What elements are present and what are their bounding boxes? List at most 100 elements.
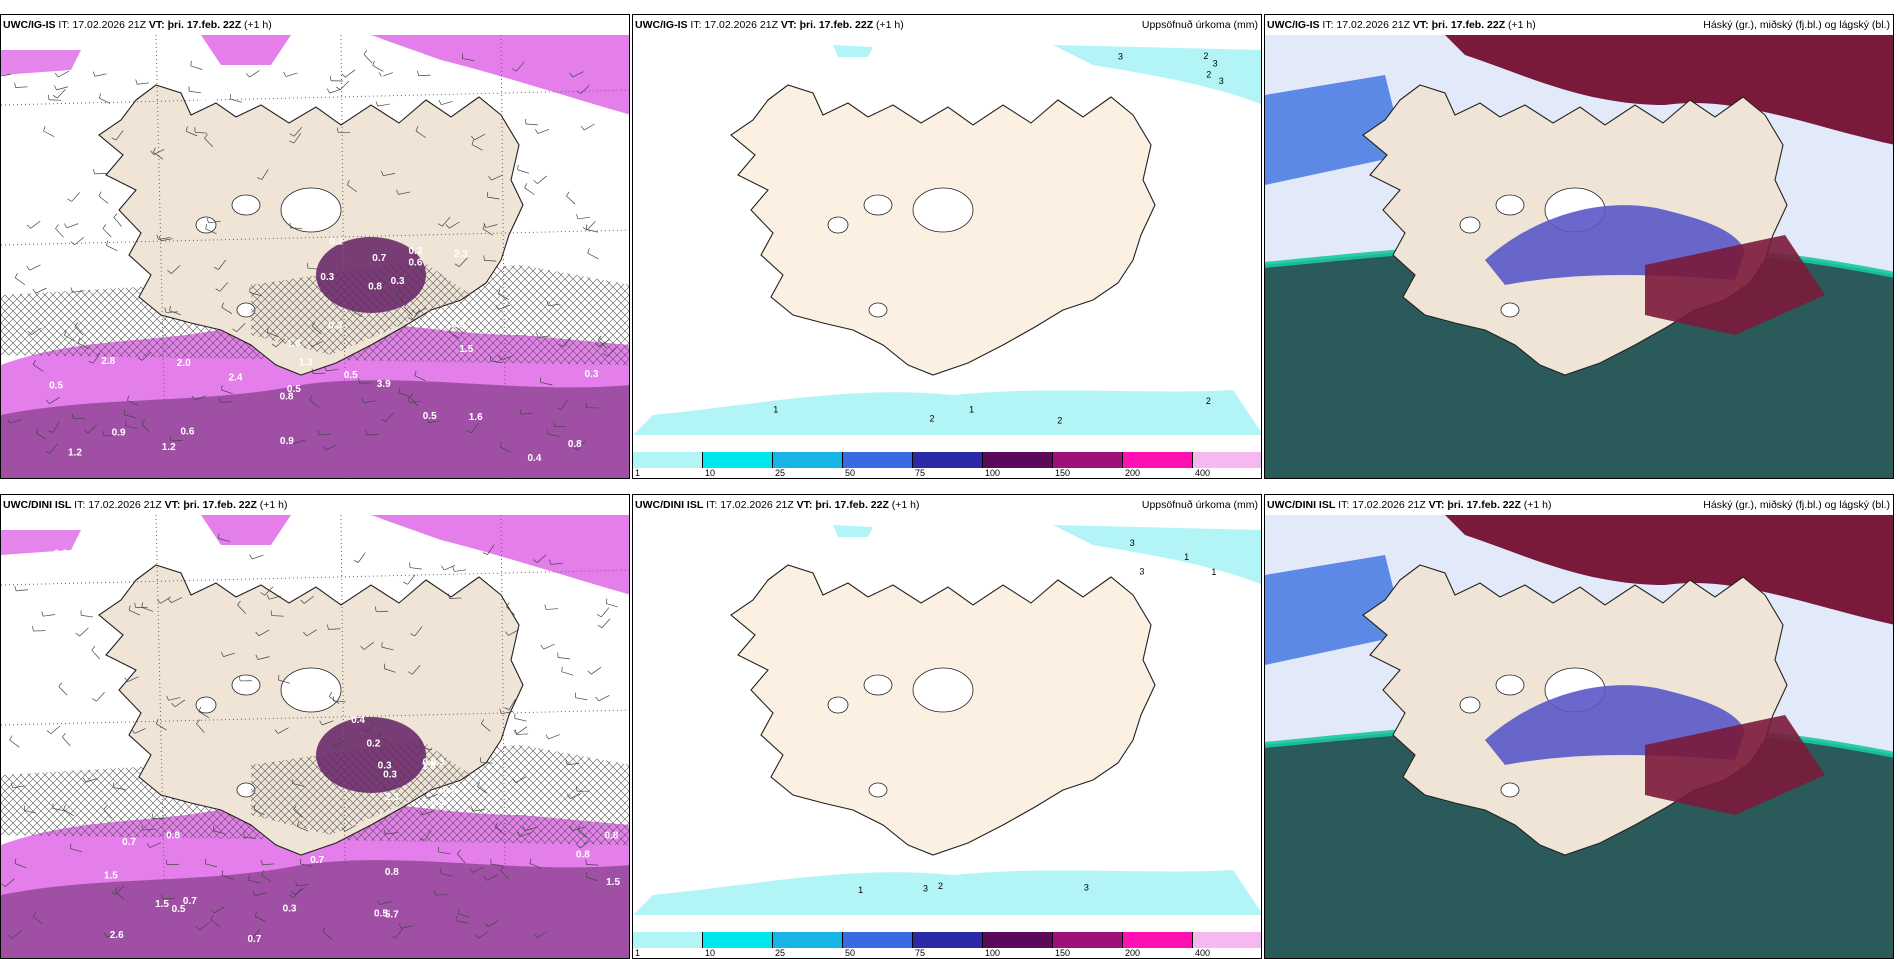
precip-value-label: 0.8 (166, 831, 180, 842)
wind-barb (562, 667, 573, 675)
valid-time: þri. 17.feb. 22Z (800, 19, 874, 31)
legend-swatch (633, 932, 703, 948)
legend-swatch (843, 932, 913, 948)
glacier-langjokull (864, 675, 892, 695)
glacier-vatnajokull (913, 668, 973, 712)
precip-value-label: 2.6 (110, 930, 124, 941)
precip-value-label: 0.7 (316, 81, 330, 92)
precip-value-label: 1 (773, 405, 778, 415)
precip-value-label: 1 (1211, 567, 1216, 577)
precip-value-label: 3 (1213, 58, 1218, 68)
wind-barb (71, 237, 84, 245)
wind-barb (189, 86, 201, 93)
precip-value-label: 0.3 (320, 272, 334, 283)
wind-barb (535, 129, 549, 133)
init-time: 17.02.2026 21Z (704, 19, 778, 31)
precip-value-label: 3.9 (377, 379, 391, 390)
panel-header: UWC/DINI ISL IT: 17.02.2026 21Z VT: þri.… (633, 495, 1261, 515)
precip-area-north (1053, 525, 1262, 585)
wind-barb (99, 93, 110, 103)
wind-barb (53, 89, 65, 98)
wind-barb (597, 608, 609, 617)
wind-barb (566, 192, 575, 204)
precip-value-label: 1.5 (459, 344, 473, 355)
precip-value-label: 2 (929, 413, 934, 423)
model-name: UWC/IG-IS (1267, 19, 1320, 31)
wind-barb (136, 79, 149, 84)
precip-band-northwest (201, 515, 291, 545)
cloud-map (1265, 515, 1894, 959)
glacier-vatnajokull (281, 668, 341, 712)
precip-value-label: 2.3 (385, 792, 399, 803)
precip-value-label: 3 (1139, 566, 1144, 576)
valid-time: þri. 17.feb. 22Z (815, 499, 889, 511)
precip-value-label: 3.4 (200, 94, 214, 105)
wind-barb (44, 126, 55, 136)
legend-swatch (703, 452, 773, 468)
wind-barb (576, 214, 589, 219)
wind-barb (284, 72, 298, 76)
legend-swatch (1193, 932, 1262, 948)
precip-value-label: 1.5 (606, 877, 620, 888)
panel-title: Uppsöfnuð úrkoma (mm) (1142, 15, 1258, 35)
panel-header: UWC/IG-IS IT: 17.02.2026 21Z VT: þri. 17… (1265, 15, 1893, 35)
glacier-hofsjokull (1460, 697, 1480, 713)
legend-swatch (913, 452, 983, 468)
wind-barb (54, 85, 68, 90)
precip-value-label: 0.7 (122, 837, 136, 848)
wind-barb (64, 223, 78, 227)
init-time: 17.02.2026 21Z (720, 499, 794, 511)
legend-swatch (1053, 932, 1123, 948)
wind-barb (93, 72, 107, 77)
precip-value-label: 0.3 (451, 319, 465, 330)
precip-value-label: 2 (1206, 69, 1211, 79)
precip-value-label: 0.7 (183, 896, 197, 907)
glacier-langjokull (232, 675, 260, 695)
wind-barb (246, 70, 259, 77)
precip-value-label: 2 (938, 881, 943, 891)
wind-barb (583, 221, 595, 230)
panel-header: UWC/IG-IS IT: 17.02.2026 21Z VT: þri. 17… (633, 15, 1261, 35)
precip-value-label: 0.8 (568, 439, 582, 450)
cloud-map (1265, 35, 1894, 479)
precip-value-label: 1.5 (97, 541, 111, 552)
wind-barb (586, 225, 598, 233)
precip-area-south (633, 870, 1262, 915)
precip-value-label: 1.2 (162, 442, 176, 453)
legend-swatch (773, 932, 843, 948)
legend-swatch (983, 452, 1053, 468)
wind-barb (93, 169, 106, 174)
precip-value-label: 2 (1206, 396, 1211, 406)
wind-barb (15, 83, 28, 88)
wind-barb (588, 248, 599, 258)
precip-value-label: 0.3 (368, 560, 382, 571)
model-name: UWC/IG-IS (3, 19, 56, 31)
precip-value-label: 2.3 (454, 249, 468, 260)
precip-value-label: 0.6 (408, 257, 422, 268)
precip-value-label: 0.2 (329, 237, 343, 248)
panel-title: Háský (gr.), miðský (fj.bl.) og lágský (… (1703, 495, 1890, 515)
precip-value-label: 3 (1130, 538, 1135, 548)
map-panel-uwc-dini-precip: UWC/DINI ISL IT: 17.02.2026 21Z VT: þri.… (632, 494, 1262, 959)
precip-value-label: 2.1 (204, 571, 218, 582)
precip-band-northwest (201, 35, 291, 65)
lead-time: (+1 h) (1524, 499, 1552, 511)
legend-tick-label: 10 (705, 468, 715, 478)
precip-value-label: 0.9 (112, 427, 126, 438)
valid-time: þri. 17.feb. 22Z (1447, 499, 1521, 511)
wind-barb (541, 644, 555, 649)
lead-time: (+1 h) (1508, 19, 1536, 31)
precip-area-northwest (833, 525, 873, 537)
legend-tick-label: 75 (915, 468, 925, 478)
map-panel-uwc-ig-is-precip: UWC/IG-IS IT: 17.02.2026 21Z VT: þri. 17… (632, 14, 1262, 479)
precip-value-label: 2.8 (101, 356, 115, 367)
legend-swatch (1123, 932, 1193, 948)
model-name: UWC/IG-IS (635, 19, 688, 31)
panel-title: Háský (gr.), miðský (fj.bl.) og lágský (… (1703, 15, 1890, 35)
wind-barb (596, 695, 610, 700)
precip-value-label: 2.7 (371, 72, 385, 83)
precip-value-label: 1.5 (104, 871, 118, 882)
legend-swatch (703, 932, 773, 948)
model-name: UWC/DINI ISL (1267, 499, 1335, 511)
wind-barb (27, 221, 40, 228)
